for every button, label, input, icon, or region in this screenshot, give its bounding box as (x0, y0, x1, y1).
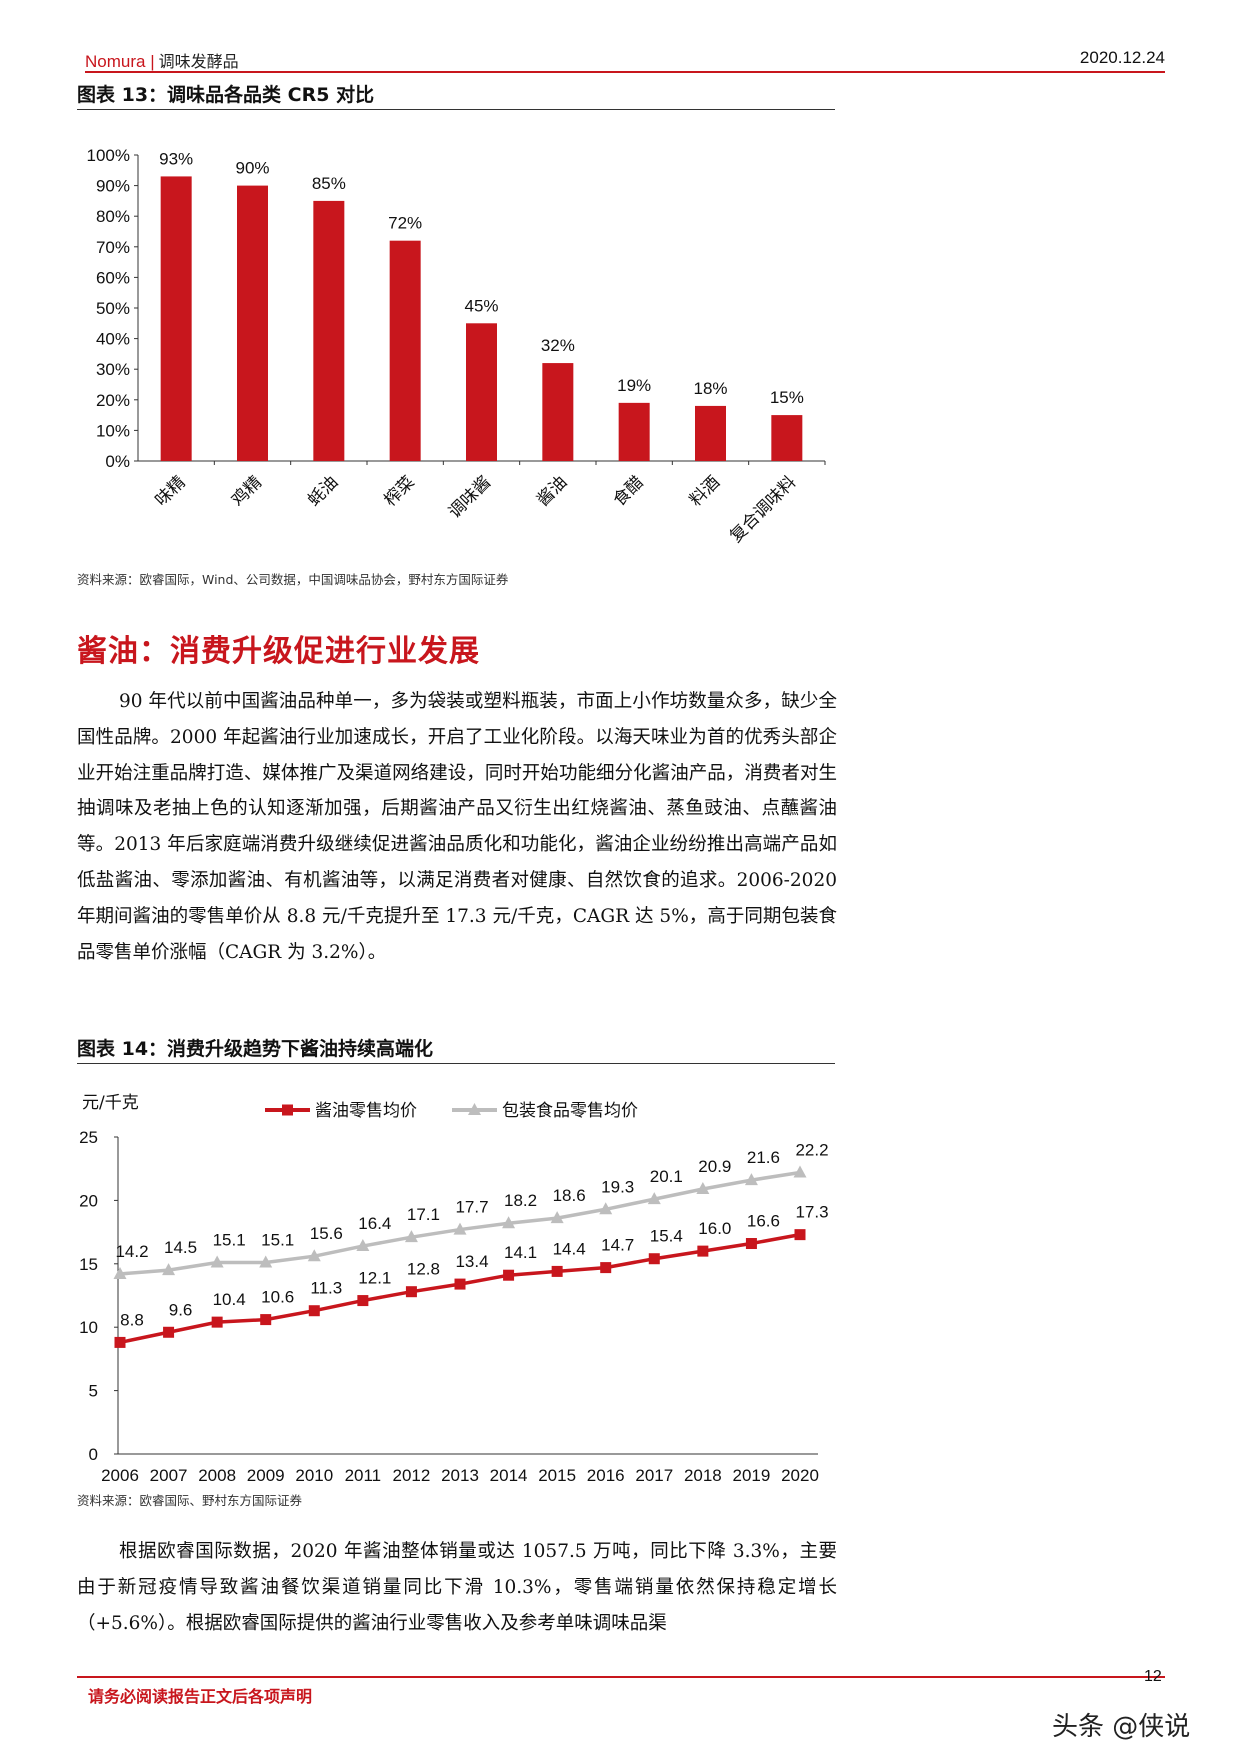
bar-y-tick-label: 100% (87, 146, 130, 165)
bar-value-label: 93% (159, 149, 193, 168)
figure13-rule (77, 109, 835, 110)
bar-category-label: 复合调味料 (726, 472, 800, 546)
bar (160, 176, 192, 462)
page-number: 12 (1144, 1668, 1162, 1685)
brand-separator: | (150, 52, 155, 71)
bar (466, 323, 497, 461)
bar-category-label: 榨菜 (381, 472, 419, 510)
body-paragraph-1: 90 年代以前中国酱油品种单一，多为袋装或塑料瓶装，市面上小作坊数量众多，缺少全… (77, 691, 837, 963)
figure14-source: 资料来源：欧睿国际、野村东方国际证券 (77, 1493, 303, 1508)
brand-name: Nomura (85, 52, 146, 71)
body-paragraph-2: 根据欧睿国际数据，2020 年酱油整体销量或达 1057.5 万吨，同比下降 3… (77, 1541, 837, 1634)
bar-value-label: 15% (770, 388, 804, 407)
bar-y-tick-label: 70% (96, 238, 130, 257)
header-rule (85, 71, 1165, 73)
bar (695, 405, 726, 461)
bar (542, 363, 574, 461)
bar-category-label: 味精 (152, 472, 190, 510)
bar-y-tick-label: 20% (96, 391, 130, 410)
page-header: Nomura | 调味发酵品 2020.12.24 (85, 44, 1165, 74)
report-date: 2020.12.24 (1079, 48, 1165, 67)
bar-y-tick-label: 30% (96, 360, 130, 379)
bar-y-tick-label: 90% (96, 177, 130, 196)
bar-category-label: 调味酱 (445, 472, 495, 522)
watermark: 头条 @侠说 (1052, 1712, 1191, 1742)
bar-y-tick-label: 40% (96, 330, 130, 349)
bar-y-tick-label: 10% (96, 421, 130, 440)
bar (237, 185, 268, 461)
bar (618, 402, 650, 461)
bar-value-label: 18% (693, 379, 727, 398)
bar-category-label: 蚝油 (304, 472, 342, 510)
figure13-source: 资料来源：欧睿国际，Wind、公司数据，中国调味品协会，野村东方国际证券 (77, 572, 509, 587)
bar-value-label: 90% (235, 159, 269, 178)
bar-category-label: 酱油 (533, 472, 571, 510)
bar-y-tick-label: 0% (105, 452, 130, 471)
bar-category-label: 食醋 (610, 472, 648, 510)
brand: Nomura | 调味发酵品 (85, 48, 239, 72)
bar-value-label: 85% (312, 174, 346, 193)
bar-y-tick-label: 50% (96, 299, 130, 318)
figure14-title: 图表 14：消费升级趋势下酱油持续高端化 (77, 1038, 434, 1060)
section-heading: 酱油：消费升级促进行业发展 (77, 634, 480, 669)
bar-value-label: 32% (541, 336, 575, 355)
bar-value-label: 45% (464, 296, 498, 315)
report-category: 调味发酵品 (158, 54, 239, 71)
figure14-rule (77, 1063, 835, 1064)
footer-disclaimer: 请务必阅读报告正文后各项声明 (88, 1687, 313, 1706)
footer-rule (77, 1676, 1165, 1678)
bar (389, 240, 421, 461)
bar (771, 415, 803, 461)
bar-category-label: 料酒 (686, 472, 724, 510)
bar-value-label: 72% (388, 214, 422, 233)
bar-category-label: 鸡精 (228, 472, 266, 510)
bar-y-tick-label: 60% (96, 268, 130, 287)
figure13-title: 图表 13：调味品各品类 CR5 对比 (77, 84, 375, 106)
bar-y-tick-label: 80% (96, 207, 130, 226)
bar-value-label: 19% (617, 376, 651, 395)
bar (313, 200, 345, 461)
